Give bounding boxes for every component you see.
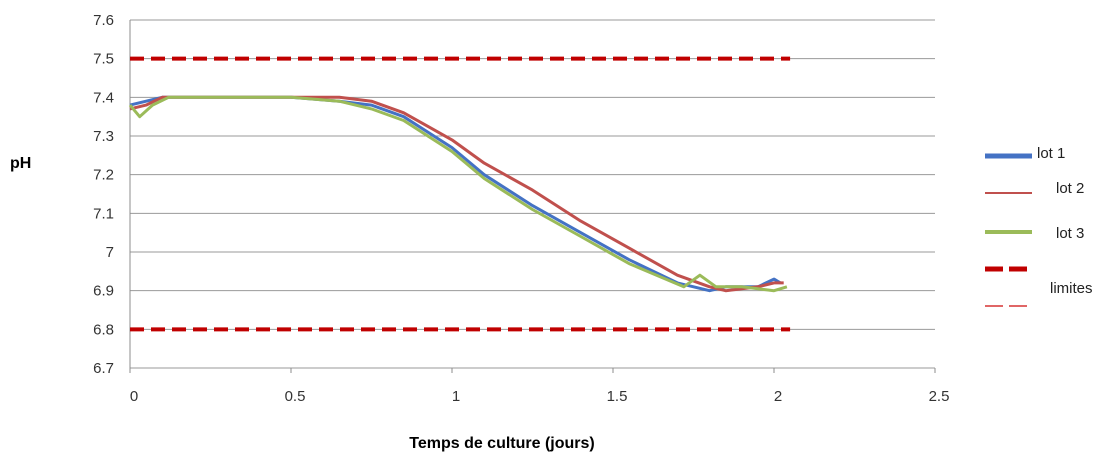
x-tick-label: 0 bbox=[130, 388, 138, 405]
series-line-lot-2 bbox=[129, 95, 784, 293]
y-tick-labels: 6.7 6.8 6.9 7 7.1 7.2 7.3 7.4 7.5 7.6 bbox=[93, 12, 114, 377]
y-tick-label: 6.9 bbox=[93, 283, 114, 300]
y-tick-label: 7.1 bbox=[93, 205, 114, 222]
x-axis-label: Temps de culture (jours) bbox=[409, 435, 595, 452]
x-tick-label: 2.5 bbox=[929, 388, 950, 405]
x-tick-label: 2 bbox=[774, 388, 782, 405]
axes bbox=[129, 20, 936, 373]
series-line-lot-3 bbox=[128, 95, 788, 293]
y-tick-label: 6.8 bbox=[93, 321, 114, 338]
legend-label-limits: limites bbox=[1050, 280, 1093, 297]
legend-label-lot-2: lot 2 bbox=[1056, 180, 1084, 197]
x-tick-label: 1.5 bbox=[607, 388, 628, 405]
x-tick-label: 1 bbox=[452, 388, 460, 405]
y-axis-label: pH bbox=[10, 155, 31, 172]
limit-lines bbox=[130, 56, 791, 332]
legend-label-lot-3: lot 3 bbox=[1056, 225, 1084, 242]
series-line-lot-1 bbox=[129, 95, 782, 293]
x-tick-label: 0.5 bbox=[285, 388, 306, 405]
legend-label-lot-1: lot 1 bbox=[1037, 145, 1065, 162]
y-tick-label: 7.4 bbox=[93, 89, 114, 106]
y-tick-label: 7.2 bbox=[93, 167, 114, 184]
y-tick-label: 7.3 bbox=[93, 128, 114, 145]
x-tick-labels: 0 0.5 1 1.5 2 2.5 bbox=[130, 388, 950, 405]
y-tick-label: 7 bbox=[106, 244, 114, 261]
y-tick-label: 6.7 bbox=[93, 360, 114, 377]
series-lines bbox=[128, 95, 788, 293]
y-tick-label: 7.5 bbox=[93, 51, 114, 68]
y-tick-label: 7.6 bbox=[93, 12, 114, 29]
gridlines bbox=[130, 19, 935, 369]
legend: lot 1 lot 2 lot 3 limites bbox=[985, 145, 1093, 307]
